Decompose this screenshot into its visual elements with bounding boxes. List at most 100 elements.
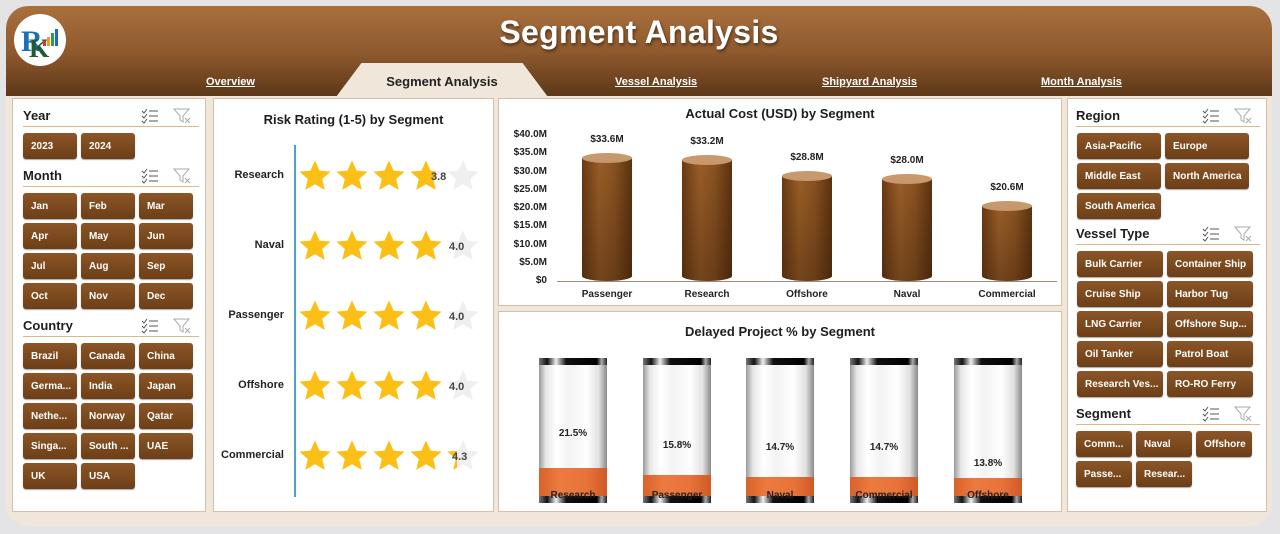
country-norway-button[interactable]: Norway bbox=[81, 403, 135, 429]
cost-category-label: Offshore bbox=[786, 289, 828, 300]
year-2024-button[interactable]: 2024 bbox=[81, 133, 135, 159]
region-europe-button[interactable]: Europe bbox=[1165, 133, 1249, 159]
region-south-america-button[interactable]: South America bbox=[1077, 193, 1161, 219]
month-jun-button[interactable]: Jun bbox=[139, 223, 193, 249]
cost-category-label: Passenger bbox=[581, 289, 633, 300]
vessel-ro-ro-ferry-button[interactable]: RO-RO Ferry bbox=[1167, 371, 1253, 397]
month-sep-button[interactable]: Sep bbox=[139, 253, 193, 279]
month-oct-button[interactable]: Oct bbox=[23, 283, 77, 309]
month-jul-button[interactable]: Jul bbox=[23, 253, 77, 279]
risk-value-label: 3.8 bbox=[431, 171, 447, 183]
multi-select-icon[interactable] bbox=[1202, 406, 1220, 422]
cost-value-label: $28.0M bbox=[890, 154, 924, 166]
delay-category-label: Offshore bbox=[967, 490, 1009, 501]
country-uae-button[interactable]: UAE bbox=[139, 433, 193, 459]
month-dec-button[interactable]: Dec bbox=[139, 283, 193, 309]
region-north-america-button[interactable]: North America bbox=[1165, 163, 1249, 189]
segment-research-button[interactable]: Resear... bbox=[1136, 461, 1192, 487]
cost-bar[interactable] bbox=[582, 153, 632, 281]
vessel-research-vessel-button[interactable]: Research Ves... bbox=[1077, 371, 1163, 397]
country-south-korea-button[interactable]: South ... bbox=[81, 433, 135, 459]
cost-bar[interactable] bbox=[782, 170, 832, 281]
month-mar-button[interactable]: Mar bbox=[139, 193, 193, 219]
clear-filter-icon[interactable] bbox=[1234, 226, 1252, 242]
delay-tube[interactable]: 13.8% bbox=[954, 358, 1022, 503]
country-brazil-button[interactable]: Brazil bbox=[23, 343, 77, 369]
country-singapore-button[interactable]: Singa... bbox=[23, 433, 77, 459]
delay-tube[interactable]: 14.7% bbox=[746, 358, 814, 503]
multi-select-icon[interactable] bbox=[141, 108, 159, 124]
month-feb-button[interactable]: Feb bbox=[81, 193, 135, 219]
vessel-lng-carrier-button[interactable]: LNG Carrier bbox=[1077, 311, 1163, 337]
cost-chart-title: Actual Cost (USD) by Segment bbox=[685, 106, 875, 121]
country-qatar-button[interactable]: Qatar bbox=[139, 403, 193, 429]
delay-tube[interactable]: 15.8% bbox=[643, 358, 711, 503]
delayed-project-chart: Delayed Project % by Segment 21.5% Resear… bbox=[498, 311, 1062, 512]
clear-filter-icon[interactable] bbox=[1234, 406, 1252, 422]
delay-value-label: 13.8% bbox=[973, 458, 1003, 469]
country-canada-button[interactable]: Canada bbox=[81, 343, 135, 369]
region-middle-east-button[interactable]: Middle East bbox=[1077, 163, 1161, 189]
country-usa-button[interactable]: USA bbox=[81, 463, 135, 489]
risk-row: Passenger 4.0 bbox=[214, 287, 493, 347]
star-icon bbox=[447, 300, 479, 330]
cost-category-label: Commercial bbox=[978, 289, 1036, 300]
y-axis-tick: $20.0M bbox=[513, 202, 547, 213]
month-apr-button[interactable]: Apr bbox=[23, 223, 77, 249]
vessel-bulk-carrier-button[interactable]: Bulk Carrier bbox=[1077, 251, 1163, 277]
vessel-oil-tanker-button[interactable]: Oil Tanker bbox=[1077, 341, 1163, 367]
country-japan-button[interactable]: Japan bbox=[139, 373, 193, 399]
country-uk-button[interactable]: UK bbox=[23, 463, 77, 489]
cost-bar[interactable] bbox=[982, 200, 1032, 281]
multi-select-icon[interactable] bbox=[141, 318, 159, 334]
year-2023-button[interactable]: 2023 bbox=[23, 133, 77, 159]
delay-tube[interactable]: 21.5% bbox=[539, 358, 607, 503]
y-axis-tick: $35.0M bbox=[513, 147, 547, 159]
segment-passenger-button[interactable]: Passe... bbox=[1076, 461, 1132, 487]
country-slicer: Country Brazil Canada China Germa... Ind… bbox=[13, 315, 205, 489]
clear-filter-icon[interactable] bbox=[173, 168, 191, 184]
clear-filter-icon[interactable] bbox=[173, 318, 191, 334]
vessel-container-ship-button[interactable]: Container Ship bbox=[1167, 251, 1253, 277]
cost-bar[interactable] bbox=[682, 154, 732, 281]
region-slicer-title: Region bbox=[1076, 108, 1121, 123]
tube-cap bbox=[746, 358, 814, 365]
vessel-cruise-ship-button[interactable]: Cruise Ship bbox=[1077, 281, 1163, 307]
month-nov-button[interactable]: Nov bbox=[81, 283, 135, 309]
month-jan-button[interactable]: Jan bbox=[23, 193, 77, 219]
tab-shipyard-analysis[interactable]: Shipyard Analysis bbox=[822, 76, 917, 88]
clear-filter-icon[interactable] bbox=[1234, 108, 1252, 124]
country-netherlands-button[interactable]: Nethe... bbox=[23, 403, 77, 429]
vessel-harbor-tug-button[interactable]: Harbor Tug bbox=[1167, 281, 1253, 307]
segment-commercial-button[interactable]: Comm... bbox=[1076, 431, 1132, 457]
month-aug-button[interactable]: Aug bbox=[81, 253, 135, 279]
tab-segment-analysis[interactable]: Segment Analysis bbox=[336, 63, 548, 97]
tube-cap bbox=[954, 496, 1022, 503]
cost-bar[interactable] bbox=[882, 173, 932, 281]
segment-naval-button[interactable]: Naval bbox=[1136, 431, 1192, 457]
segment-offshore-button[interactable]: Offshore bbox=[1196, 431, 1252, 457]
risk-chart-title: Risk Rating (1-5) by Segment bbox=[263, 112, 444, 127]
country-china-button[interactable]: China bbox=[139, 343, 193, 369]
multi-select-icon[interactable] bbox=[1202, 226, 1220, 242]
star-icon bbox=[299, 370, 331, 400]
star-icon bbox=[410, 300, 442, 330]
y-axis-tick: $40.0M bbox=[513, 129, 547, 140]
multi-select-icon[interactable] bbox=[141, 168, 159, 184]
vessel-type-slicer: Vessel Type Bulk Carrier Container Ship … bbox=[1068, 223, 1266, 397]
delay-tube[interactable]: 14.7% bbox=[850, 358, 918, 503]
risk-value-label: 4.0 bbox=[449, 241, 465, 253]
vessel-patrol-boat-button[interactable]: Patrol Boat bbox=[1167, 341, 1253, 367]
country-india-button[interactable]: India bbox=[81, 373, 135, 399]
tab-overview[interactable]: Overview bbox=[206, 76, 255, 88]
year-slicer-title: Year bbox=[23, 108, 51, 123]
tab-month-analysis[interactable]: Month Analysis bbox=[1041, 76, 1122, 88]
country-germany-button[interactable]: Germa... bbox=[23, 373, 77, 399]
region-asia-pacific-button[interactable]: Asia-Pacific bbox=[1077, 133, 1161, 159]
clear-filter-icon[interactable] bbox=[173, 108, 191, 124]
vessel-offshore-support-button[interactable]: Offshore Sup... bbox=[1167, 311, 1253, 337]
multi-select-icon[interactable] bbox=[1202, 108, 1220, 124]
delay-fill bbox=[954, 478, 1022, 496]
month-may-button[interactable]: May bbox=[81, 223, 135, 249]
tab-vessel-analysis[interactable]: Vessel Analysis bbox=[615, 76, 698, 88]
